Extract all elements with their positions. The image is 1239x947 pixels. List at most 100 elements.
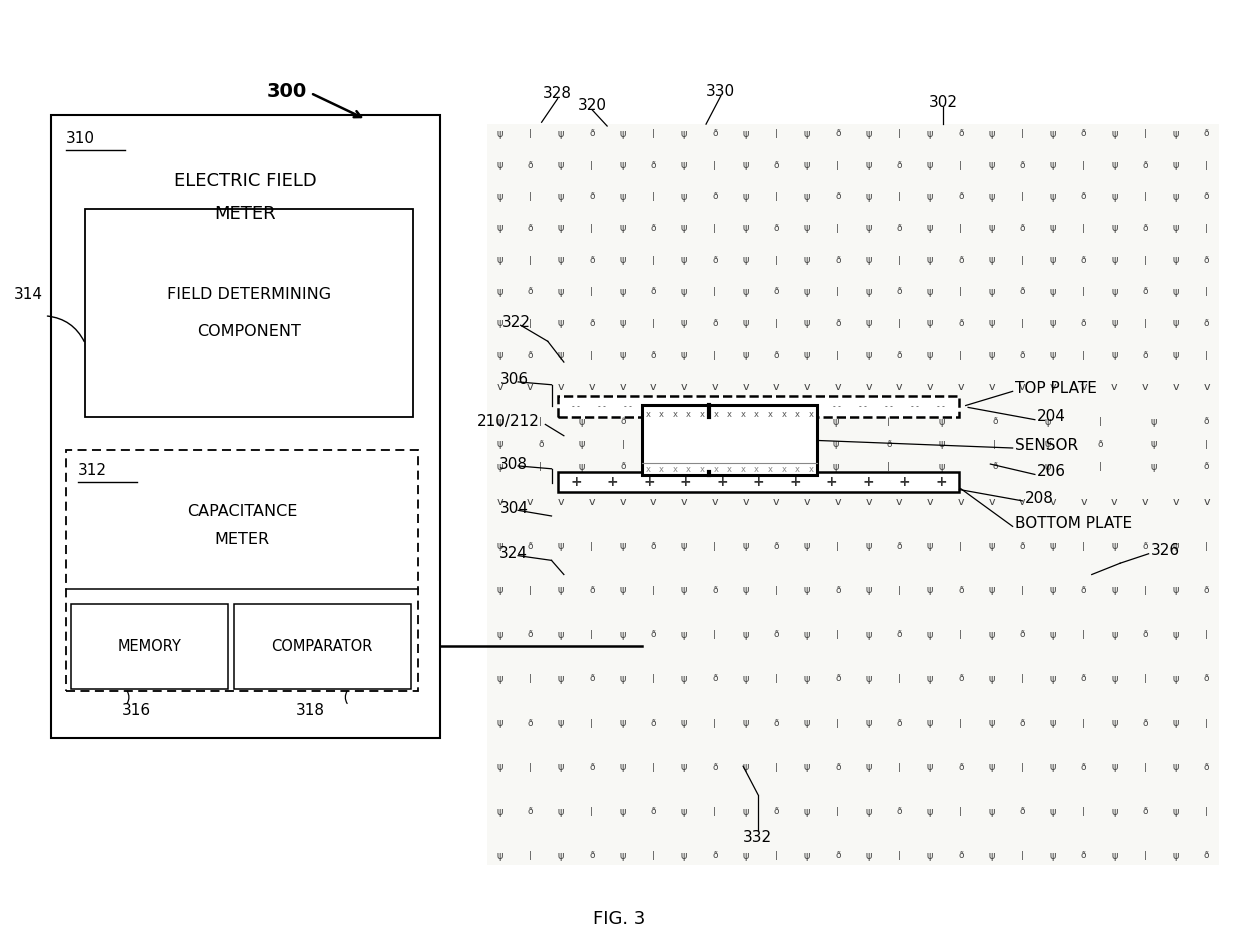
Text: ð: ð <box>1020 542 1025 550</box>
Text: |: | <box>1206 542 1208 550</box>
Text: ð: ð <box>712 763 717 772</box>
Text: ψ: ψ <box>497 129 503 138</box>
Text: ψ: ψ <box>1049 192 1056 202</box>
Text: ψ: ψ <box>833 439 839 449</box>
Text: |: | <box>898 674 901 684</box>
Text: ψ: ψ <box>620 350 626 360</box>
Text: |: | <box>590 719 593 727</box>
Text: ψ: ψ <box>620 223 626 234</box>
Text: ð: ð <box>773 287 779 296</box>
Text: - -: - - <box>650 402 658 411</box>
Text: ð: ð <box>897 287 902 296</box>
Text: ψ: ψ <box>989 718 995 728</box>
Text: ψ: ψ <box>1049 287 1056 296</box>
Text: ψ: ψ <box>927 318 933 329</box>
Text: ψ: ψ <box>620 762 626 773</box>
Text: ψ: ψ <box>989 674 995 684</box>
Text: |: | <box>1083 719 1085 727</box>
Text: ψ: ψ <box>1111 718 1118 728</box>
Text: |: | <box>774 192 778 202</box>
Text: |: | <box>590 807 593 816</box>
Text: v: v <box>958 382 964 392</box>
Text: ð: ð <box>958 192 964 202</box>
Text: - -: - - <box>807 402 814 411</box>
Text: ψ: ψ <box>927 807 933 816</box>
Text: 330: 330 <box>706 83 735 98</box>
Text: ð: ð <box>712 319 717 328</box>
Text: - -: - - <box>885 402 893 411</box>
Text: ψ: ψ <box>558 318 564 329</box>
Text: v: v <box>773 497 779 507</box>
Text: |: | <box>959 224 963 233</box>
Text: ψ: ψ <box>1049 585 1056 596</box>
Text: ψ: ψ <box>497 718 503 728</box>
Text: ð: ð <box>712 851 717 861</box>
Text: v: v <box>558 497 565 507</box>
Text: x: x <box>741 465 746 474</box>
Text: ð: ð <box>650 161 657 170</box>
Text: ψ: ψ <box>558 541 564 551</box>
Text: v: v <box>1018 497 1026 507</box>
Text: ψ: ψ <box>865 287 872 296</box>
Text: ψ: ψ <box>833 462 839 472</box>
Text: v: v <box>1203 497 1211 507</box>
Text: ψ: ψ <box>1173 318 1180 329</box>
Text: ψ: ψ <box>1049 129 1056 138</box>
Text: v: v <box>896 497 902 507</box>
Text: ψ: ψ <box>865 192 872 202</box>
Text: |: | <box>774 851 778 861</box>
Text: ð: ð <box>1080 674 1087 684</box>
Text: |: | <box>959 719 963 727</box>
Text: |: | <box>1083 287 1085 296</box>
Text: |: | <box>1206 807 1208 816</box>
Text: +: + <box>825 475 838 489</box>
Text: METER: METER <box>214 532 269 547</box>
Text: ψ: ψ <box>1173 674 1180 684</box>
Text: ψ: ψ <box>1111 762 1118 773</box>
Text: ψ: ψ <box>939 439 945 449</box>
Text: |: | <box>959 287 963 296</box>
Text: ψ: ψ <box>497 287 503 296</box>
Text: +: + <box>643 475 655 489</box>
Text: ψ: ψ <box>865 160 872 170</box>
Text: ψ: ψ <box>497 439 503 449</box>
Text: v: v <box>527 382 534 392</box>
Text: ð: ð <box>1142 630 1149 639</box>
Text: |: | <box>714 224 716 233</box>
Text: ψ: ψ <box>742 160 748 170</box>
Text: v: v <box>773 382 779 392</box>
Text: v: v <box>680 497 688 507</box>
Text: x: x <box>659 410 664 419</box>
Text: |: | <box>898 129 901 138</box>
Text: x: x <box>727 410 732 419</box>
Text: ð: ð <box>1080 192 1087 202</box>
Text: |: | <box>1206 719 1208 727</box>
Text: |: | <box>898 586 901 595</box>
Text: x: x <box>727 465 732 474</box>
Text: ψ: ψ <box>497 541 503 551</box>
Text: v: v <box>1111 497 1118 507</box>
Text: ψ: ψ <box>927 762 933 773</box>
Text: ψ: ψ <box>1173 585 1180 596</box>
Text: x: x <box>700 410 705 419</box>
Text: ψ: ψ <box>681 255 688 265</box>
Text: ð: ð <box>650 807 657 816</box>
Text: |: | <box>1144 129 1146 138</box>
Text: ð: ð <box>1204 462 1209 472</box>
Text: v: v <box>1203 382 1211 392</box>
Text: - -: - - <box>911 402 919 411</box>
Text: ψ: ψ <box>497 223 503 234</box>
Text: |: | <box>836 542 839 550</box>
Text: - -: - - <box>703 402 710 411</box>
Text: ψ: ψ <box>558 674 564 684</box>
Text: ψ: ψ <box>497 807 503 816</box>
Text: ψ: ψ <box>927 129 933 138</box>
Text: ð: ð <box>621 462 626 472</box>
Text: ð: ð <box>589 319 595 328</box>
Text: ψ: ψ <box>681 318 688 329</box>
Text: |: | <box>652 674 654 684</box>
Text: x: x <box>741 410 746 419</box>
Text: ψ: ψ <box>804 192 810 202</box>
Text: ψ: ψ <box>989 541 995 551</box>
Text: ψ: ψ <box>681 851 688 861</box>
